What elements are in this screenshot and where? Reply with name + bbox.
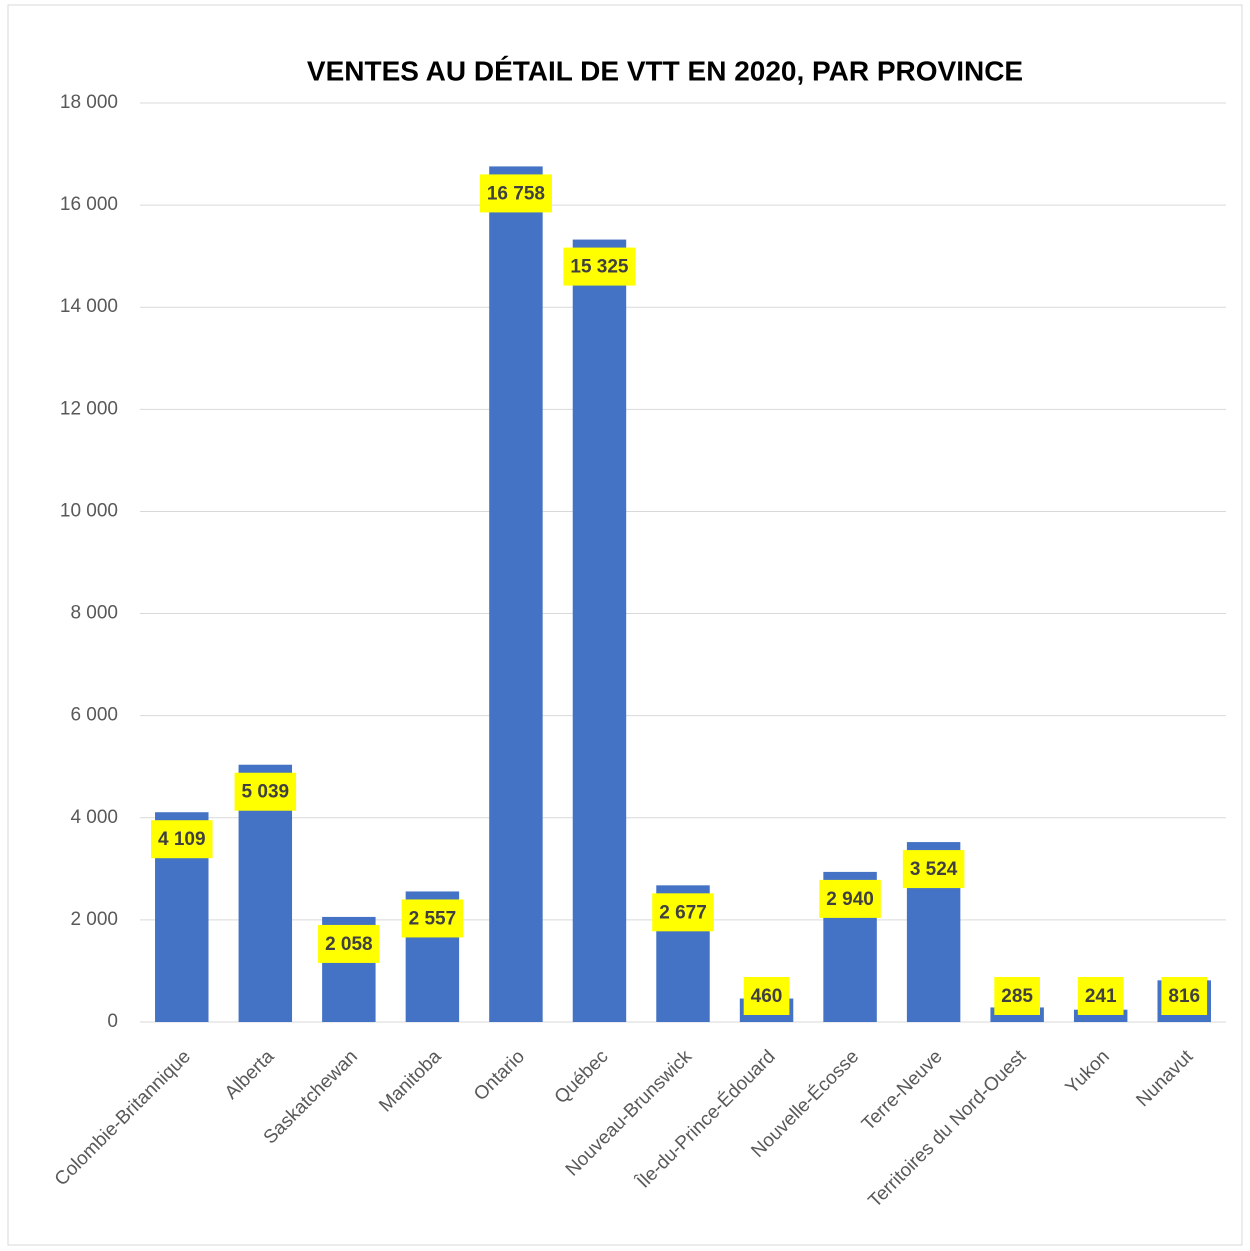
value-label-bg (1161, 977, 1208, 1015)
value-label-bg (234, 772, 297, 811)
value-label: 3 524 (910, 859, 958, 880)
value-label-bg (563, 247, 636, 286)
y-tick-label: 18 000 (60, 92, 118, 113)
value-label-bg (401, 899, 464, 938)
value-label-bg (1077, 977, 1124, 1015)
y-tick-label: 6 000 (70, 705, 118, 726)
value-label: 4 109 (158, 829, 206, 850)
bar (489, 166, 543, 1022)
y-tick-label: 2 000 (70, 909, 118, 930)
chart-title: VENTES AU DÉTAIL DE VTT EN 2020, PAR PRO… (307, 55, 1023, 86)
y-tick-label: 12 000 (60, 398, 118, 419)
y-tick-label: 10 000 (60, 500, 118, 521)
value-label-bg (819, 879, 881, 918)
value-label: 2 940 (826, 889, 874, 910)
value-label-bg (150, 820, 213, 859)
value-label: 2 557 (409, 908, 457, 929)
value-label: 2 677 (659, 902, 707, 923)
y-tick-label: 14 000 (60, 296, 118, 317)
value-label: 241 (1085, 986, 1117, 1007)
value-label-bg (479, 174, 552, 213)
value-label-bg (318, 924, 380, 963)
y-tick-label: 8 000 (70, 603, 118, 624)
value-label-bg (994, 977, 1041, 1015)
bar (572, 239, 627, 1022)
value-label-bg (743, 977, 790, 1015)
value-label: 460 (751, 986, 783, 1007)
y-tick-label: 16 000 (60, 194, 118, 215)
value-label-bg (652, 893, 714, 932)
value-label: 5 039 (242, 782, 290, 803)
value-label: 816 (1168, 986, 1200, 1007)
value-label: 285 (1001, 986, 1033, 1007)
value-label: 2 058 (325, 934, 373, 955)
value-label-bg (902, 850, 965, 889)
y-tick-label: 0 (107, 1011, 118, 1032)
value-label: 15 325 (570, 257, 629, 278)
value-label: 16 758 (487, 183, 545, 204)
y-tick-label: 4 000 (70, 807, 118, 828)
